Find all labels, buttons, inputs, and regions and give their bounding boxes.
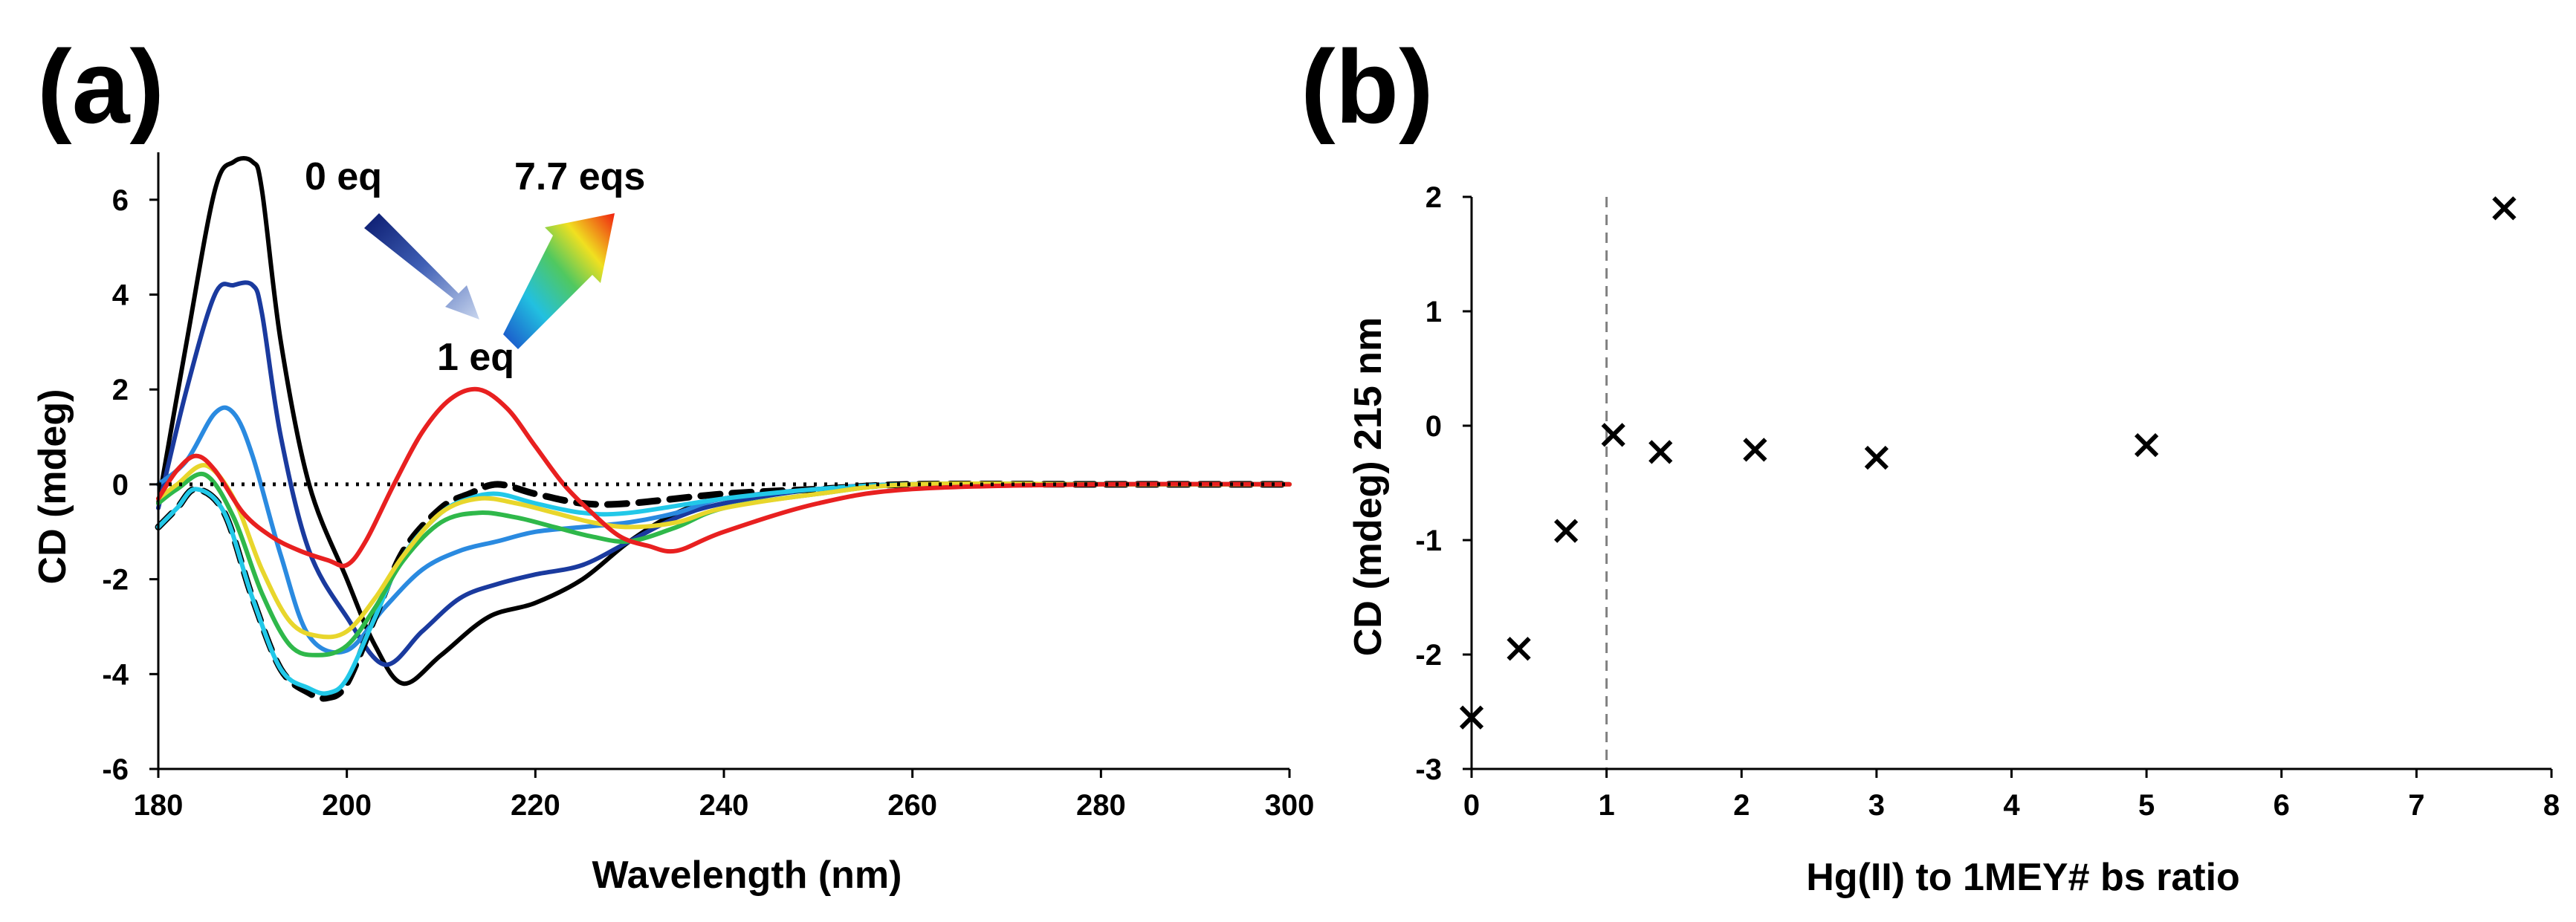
annotation-start: 0 eq: [305, 155, 382, 198]
y-tick-label: 6: [112, 184, 129, 217]
y-tick-label: -6: [102, 753, 129, 786]
series-line-7: [156, 386, 1292, 568]
x-tick-label: 6: [2274, 789, 2290, 822]
data-point: [1507, 637, 1531, 661]
x-tick-label: 3: [1868, 789, 1885, 822]
x-axis-title-b: Hg(II) to 1MEY# bs ratio: [1806, 856, 2240, 899]
panel-label-a: (a): [37, 28, 164, 145]
x-tick-label: 180: [134, 789, 184, 822]
x-tick-label: 300: [1265, 789, 1315, 822]
y-axis-title-b: CD (mdeg) 215 nm: [1347, 317, 1390, 657]
x-tick-label: 280: [1076, 789, 1126, 822]
data-point: [1648, 440, 1673, 464]
data-point: [1601, 423, 1625, 447]
ticks-b: 0 1 2 3 4 5 6 7 8 -3 -2 -1 0 1 2: [1415, 181, 2560, 822]
y-tick-label: -2: [102, 564, 129, 597]
y-axis-title-a: CD (mdeg): [31, 389, 74, 585]
y-tick-label: 2: [112, 374, 129, 406]
data-point: [1743, 438, 1767, 462]
arrow-down-icon: [364, 213, 479, 319]
x-axis-title-a: Wavelength (nm): [592, 854, 902, 897]
y-tick-label: -1: [1415, 525, 1442, 557]
x-tick-label: 220: [511, 789, 560, 822]
chart-a: 180 200 220 240 260 280 300 -6 -4 -2 0 2 4 6 Waveleng…: [31, 152, 1314, 897]
arrow-up-icon: [503, 213, 615, 349]
x-tick-label: 240: [699, 789, 749, 822]
x-tick-label: 7: [2408, 789, 2424, 822]
series-line-0: [156, 156, 1292, 686]
data-point: [1459, 705, 1484, 730]
x-tick-label: 8: [2543, 789, 2560, 822]
series-line-1: [156, 280, 1292, 667]
x-tick-label: 200: [322, 789, 372, 822]
data-point: [2135, 433, 2159, 458]
x-tick-label: 0: [1463, 789, 1480, 822]
y-tick-label: 0: [1425, 410, 1442, 443]
data-point: [2492, 196, 2517, 221]
y-tick-label: 2: [1425, 181, 1442, 214]
ticks-a: 180 200 220 240 260 280 300 -6 -4 -2 0 2 4 6: [102, 184, 1314, 822]
chart-b: 0 1 2 3 4 5 6 7 8 -3 -2 -1 0 1 2 Hg(II) to 1MEY# bs ra…: [1347, 181, 2560, 899]
y-tick-label: 1: [1425, 296, 1442, 328]
data-point: [1554, 519, 1579, 543]
y-tick-label: 0: [112, 469, 129, 501]
panel-label-b: (b): [1301, 28, 1434, 145]
annotation-middle: 1 eq: [437, 336, 514, 379]
data-point: [1864, 445, 1889, 470]
y-tick-label: -2: [1415, 639, 1442, 672]
annotation-end: 7.7 eqs: [514, 155, 645, 198]
points-b: [1459, 196, 2517, 730]
x-tick-label: 4: [2003, 789, 2020, 822]
x-tick-label: 2: [1733, 789, 1750, 822]
series-line-6: [156, 463, 1292, 640]
x-tick-label: 1: [1599, 789, 1615, 822]
y-tick-label: -4: [102, 658, 129, 691]
y-tick-label: 4: [112, 279, 129, 312]
x-tick-label: 5: [2138, 789, 2155, 822]
x-tick-label: 260: [887, 789, 937, 822]
series-group-a: [155, 156, 1293, 702]
y-tick-label: -3: [1415, 753, 1442, 786]
